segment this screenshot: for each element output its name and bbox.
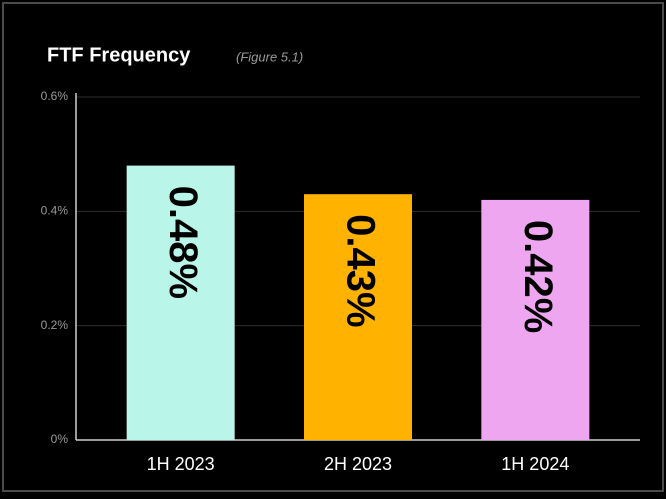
bar <box>126 165 235 440</box>
x-tick-label: 1H 2024 <box>501 454 569 474</box>
y-tick-label: 0.2% <box>41 318 69 332</box>
value-label: 0.42% <box>516 220 560 333</box>
y-tick-label: 0.6% <box>41 89 69 103</box>
value-label: 0.43% <box>338 214 382 327</box>
chart-subtitle: (Figure 5.1) <box>236 49 303 64</box>
y-tick-label: 0.4% <box>41 204 69 218</box>
chart-title: FTF Frequency <box>47 44 191 66</box>
value-label: 0.48% <box>161 186 205 299</box>
x-tick-label: 1H 2023 <box>147 454 215 474</box>
y-tick-label: 0% <box>51 432 69 446</box>
x-tick-label: 2H 2023 <box>324 454 392 474</box>
bar <box>304 194 412 440</box>
bar <box>481 199 590 440</box>
